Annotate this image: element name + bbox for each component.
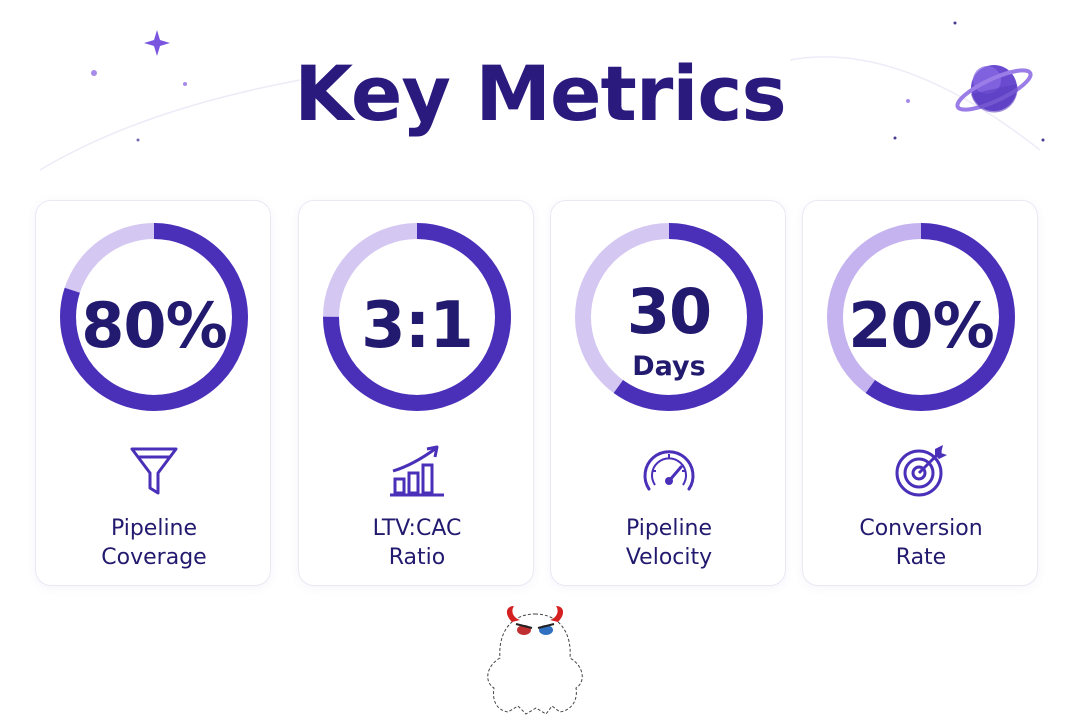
page-title: Key Metrics (294, 49, 786, 138)
metric-unit: Days (632, 351, 706, 382)
funnel-icon (130, 447, 178, 495)
metric-card-pipeline-velocity: 30 Days Pipeline Velocity (550, 200, 786, 586)
speedometer-icon (643, 450, 695, 491)
progress-ring (575, 223, 763, 411)
metric-card-pipeline-coverage: 80% Pipeline Coverage (35, 200, 271, 586)
metric-card-ltv-cac-ratio: 3:1 LTV:CAC Ratio (298, 200, 534, 586)
bar-chart-trend-icon (390, 445, 444, 497)
metric-label: Pipeline Velocity (625, 516, 713, 570)
metric-value: 80% (81, 289, 227, 362)
progress-ring (60, 223, 248, 411)
mascot-icon (487, 606, 583, 715)
metric-value: 30 (626, 275, 712, 348)
metric-card-conversion-rate: 20% Conversion Rate (802, 200, 1038, 586)
metric-value: 3:1 (361, 289, 474, 363)
target-icon (895, 445, 947, 497)
metric-value: 20% (848, 289, 994, 362)
metric-label: LTV:CAC Ratio (372, 516, 462, 570)
metric-label: Conversion Rate (859, 516, 983, 570)
progress-ring (323, 223, 511, 411)
metric-label: Pipeline Coverage (101, 516, 207, 570)
progress-ring (827, 223, 1015, 411)
